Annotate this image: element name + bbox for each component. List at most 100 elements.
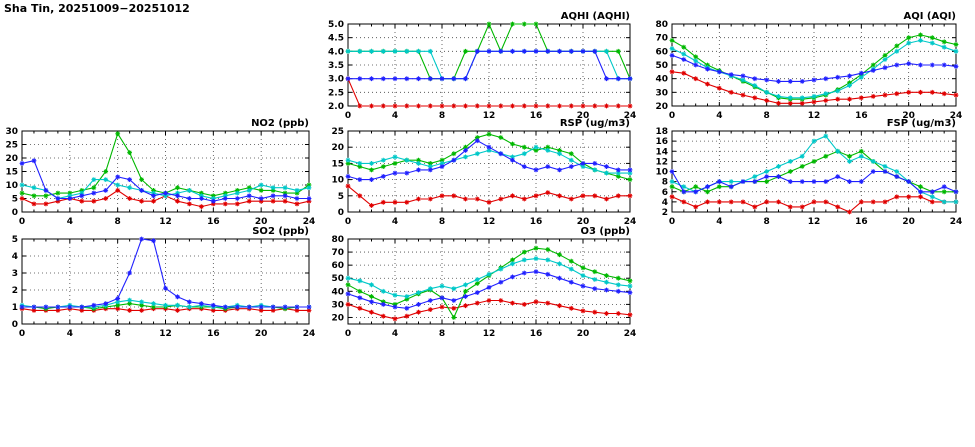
svg-text:16: 16 xyxy=(655,137,668,147)
series-markers-fsp-blue xyxy=(669,169,959,195)
svg-text:14: 14 xyxy=(655,147,668,157)
chart-title-fsp: FSP (ug/m3) xyxy=(886,118,956,129)
svg-text:20: 20 xyxy=(655,102,668,112)
svg-text:0: 0 xyxy=(12,320,18,330)
svg-text:3.0: 3.0 xyxy=(328,75,344,85)
svg-text:8: 8 xyxy=(115,217,121,227)
svg-text:20: 20 xyxy=(331,143,344,153)
svg-text:12: 12 xyxy=(808,217,821,227)
svg-text:15: 15 xyxy=(331,159,344,169)
svg-text:80: 80 xyxy=(655,20,668,30)
chart-title-aqi: AQI (AQI) xyxy=(903,11,956,22)
series-markers-o3-cyan xyxy=(345,256,633,299)
svg-text:40: 40 xyxy=(655,75,668,85)
svg-text:40: 40 xyxy=(331,287,344,297)
page-title: Sha Tin, 20251009−20251012 xyxy=(4,2,190,15)
svg-text:20: 20 xyxy=(255,217,268,227)
svg-text:16: 16 xyxy=(855,217,868,227)
svg-text:4: 4 xyxy=(392,217,398,227)
svg-text:12: 12 xyxy=(159,329,172,339)
svg-text:24: 24 xyxy=(950,111,963,121)
svg-text:12: 12 xyxy=(483,111,496,121)
svg-text:5: 5 xyxy=(12,195,18,205)
svg-text:8: 8 xyxy=(115,329,121,339)
svg-text:50: 50 xyxy=(655,61,668,71)
svg-text:0: 0 xyxy=(19,329,25,339)
svg-text:0: 0 xyxy=(19,217,25,227)
svg-text:16: 16 xyxy=(207,217,220,227)
svg-text:5: 5 xyxy=(338,192,344,202)
svg-text:24: 24 xyxy=(624,217,637,227)
svg-text:8: 8 xyxy=(439,217,445,227)
svg-text:24: 24 xyxy=(950,217,963,227)
series-markers-rsp-red xyxy=(345,183,633,208)
series-markers-so2-blue xyxy=(19,236,312,310)
svg-text:4: 4 xyxy=(716,111,722,121)
svg-text:80: 80 xyxy=(331,235,344,245)
svg-text:4: 4 xyxy=(12,252,18,262)
series-markers-o3-green xyxy=(345,245,633,320)
svg-text:30: 30 xyxy=(655,88,668,98)
svg-text:30: 30 xyxy=(331,300,344,310)
svg-text:20: 20 xyxy=(902,111,915,121)
svg-text:20: 20 xyxy=(255,329,268,339)
series-markers-rsp-green xyxy=(345,131,633,183)
chart-title-so2: SO2 (ppb) xyxy=(252,226,309,237)
svg-text:1: 1 xyxy=(12,303,18,313)
chart-aqhi-plot: 0 4 8 12 16 20 24 2.0 2.5 3.0 3.5 4.0 4.5 5.0 xyxy=(328,20,636,121)
svg-text:8: 8 xyxy=(439,111,445,121)
series-line-rsp-green xyxy=(347,133,631,181)
series-line-aqi-cyan xyxy=(671,39,957,99)
svg-text:2: 2 xyxy=(662,208,668,218)
svg-text:6: 6 xyxy=(662,188,668,198)
svg-text:20: 20 xyxy=(5,154,18,164)
svg-text:70: 70 xyxy=(331,248,344,258)
svg-text:16: 16 xyxy=(530,217,543,227)
svg-text:3.5: 3.5 xyxy=(328,61,344,71)
svg-text:20: 20 xyxy=(902,217,915,227)
series-markers-o3-red xyxy=(345,298,633,322)
svg-text:12: 12 xyxy=(483,329,496,339)
series-markers-aqi-red xyxy=(669,69,959,106)
svg-text:4: 4 xyxy=(392,329,398,339)
series-line-fsp-cyan xyxy=(671,135,956,203)
series-markers-no2-green xyxy=(19,131,312,199)
svg-text:0: 0 xyxy=(345,329,351,339)
chart-title-aqhi: AQHI (AQHI) xyxy=(560,11,630,22)
svg-text:0: 0 xyxy=(12,208,18,218)
series-markers-o3-blue xyxy=(345,269,633,311)
svg-text:20: 20 xyxy=(577,111,590,121)
svg-text:3: 3 xyxy=(12,269,18,279)
svg-text:2: 2 xyxy=(12,286,18,296)
svg-text:50: 50 xyxy=(331,274,344,284)
svg-text:12: 12 xyxy=(159,217,172,227)
series-line-so2-blue xyxy=(22,238,309,308)
series-markers-rsp-blue xyxy=(345,138,633,183)
chart-title-no2: NO2 (ppb) xyxy=(251,118,309,129)
svg-text:5.0: 5.0 xyxy=(328,20,344,30)
svg-text:20: 20 xyxy=(577,329,590,339)
svg-text:16: 16 xyxy=(530,329,543,339)
svg-text:18: 18 xyxy=(655,127,668,137)
svg-text:30: 30 xyxy=(5,127,18,137)
svg-text:25: 25 xyxy=(5,141,18,151)
svg-text:8: 8 xyxy=(764,111,770,121)
svg-text:10: 10 xyxy=(655,168,668,178)
chart-aqi-plot: 0 4 8 12 16 20 24 20 30 40 50 60 70 80 xyxy=(655,20,962,121)
chart-no2-plot: 0 4 8 12 16 20 24 0 5 10 15 20 25 30 xyxy=(5,127,315,227)
chart-o3-plot: 0 4 8 12 16 20 24 20 30 40 50 60 70 80 xyxy=(331,235,636,339)
svg-text:10: 10 xyxy=(331,176,344,186)
svg-text:4: 4 xyxy=(716,217,722,227)
svg-text:0: 0 xyxy=(669,111,675,121)
svg-text:70: 70 xyxy=(655,34,668,44)
svg-text:10: 10 xyxy=(5,181,18,191)
svg-text:20: 20 xyxy=(577,217,590,227)
svg-text:16: 16 xyxy=(855,111,868,121)
svg-text:60: 60 xyxy=(655,47,668,57)
svg-text:16: 16 xyxy=(207,329,220,339)
svg-text:2.5: 2.5 xyxy=(328,88,344,98)
svg-text:4.0: 4.0 xyxy=(328,47,344,57)
